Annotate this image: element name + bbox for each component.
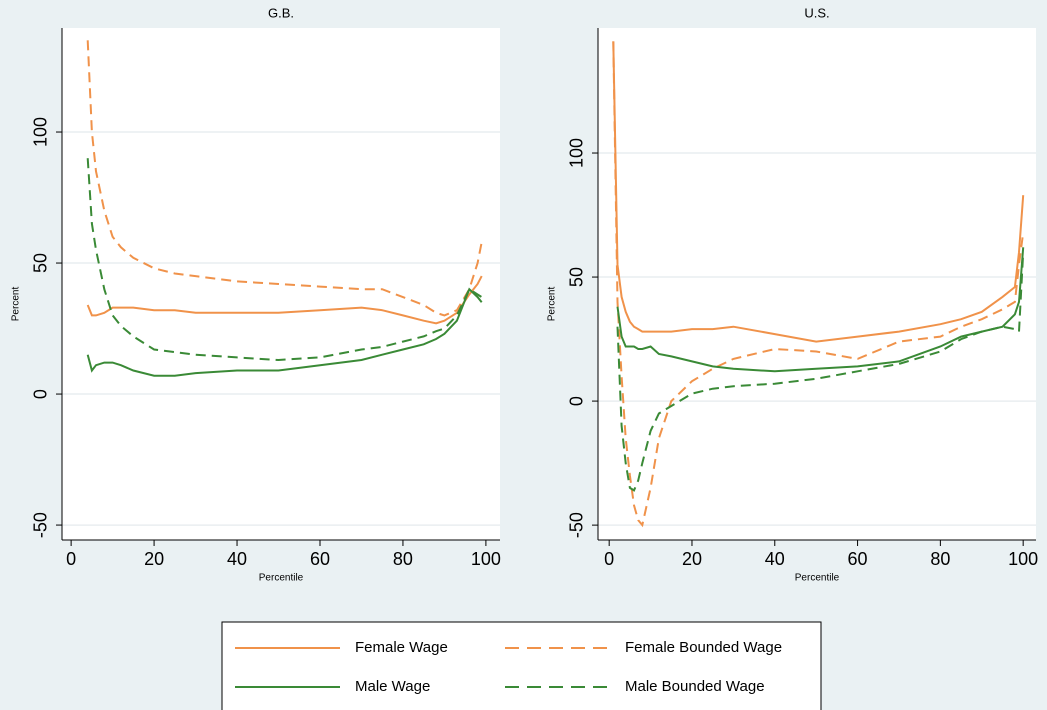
x-tick-label: 0	[604, 549, 614, 569]
legend-label: Female Wage	[355, 639, 448, 656]
chart-title: U.S.	[804, 5, 829, 20]
x-axis-label: Percentile	[259, 573, 304, 584]
y-axis-label: Percent	[11, 287, 22, 322]
legend-box	[221, 621, 822, 710]
y-tick-label: 0	[31, 389, 51, 399]
y-tick-label: -50	[31, 512, 51, 538]
series-line	[86, 158, 483, 362]
x-axis-label: Percentile	[795, 573, 840, 584]
series-line	[616, 247, 1025, 373]
x-tick-label: 0	[66, 549, 76, 569]
series-line	[612, 41, 1025, 528]
x-tick-label: 100	[1008, 549, 1038, 569]
y-tick-label: 50	[567, 267, 587, 287]
series-line	[86, 287, 483, 377]
y-axis-label: Percent	[547, 287, 558, 322]
chart-title: G.B.	[268, 5, 294, 20]
y-tick-label: 100	[31, 117, 51, 147]
x-tick-label: 100	[471, 549, 501, 569]
x-tick-label: 60	[310, 549, 330, 569]
x-tick-label: 40	[227, 549, 247, 569]
series-line	[612, 41, 1025, 343]
x-tick-label: 40	[765, 549, 785, 569]
x-tick-label: 20	[682, 549, 702, 569]
legend-label: Female Bounded Wage	[625, 639, 782, 656]
legend-label: Male Bounded Wage	[625, 678, 765, 695]
series-line	[86, 40, 483, 317]
y-tick-label: 50	[31, 253, 51, 273]
plot-area	[62, 28, 500, 540]
y-tick-label: 100	[567, 138, 587, 168]
x-tick-label: 20	[144, 549, 164, 569]
x-tick-label: 80	[930, 549, 950, 569]
x-tick-label: 80	[393, 549, 413, 569]
y-tick-label: -50	[567, 512, 587, 538]
x-tick-label: 60	[848, 549, 868, 569]
y-tick-label: 0	[567, 396, 587, 406]
legend-label: Male Wage	[355, 678, 430, 695]
plot-area	[598, 28, 1036, 540]
series-line	[616, 252, 1025, 492]
